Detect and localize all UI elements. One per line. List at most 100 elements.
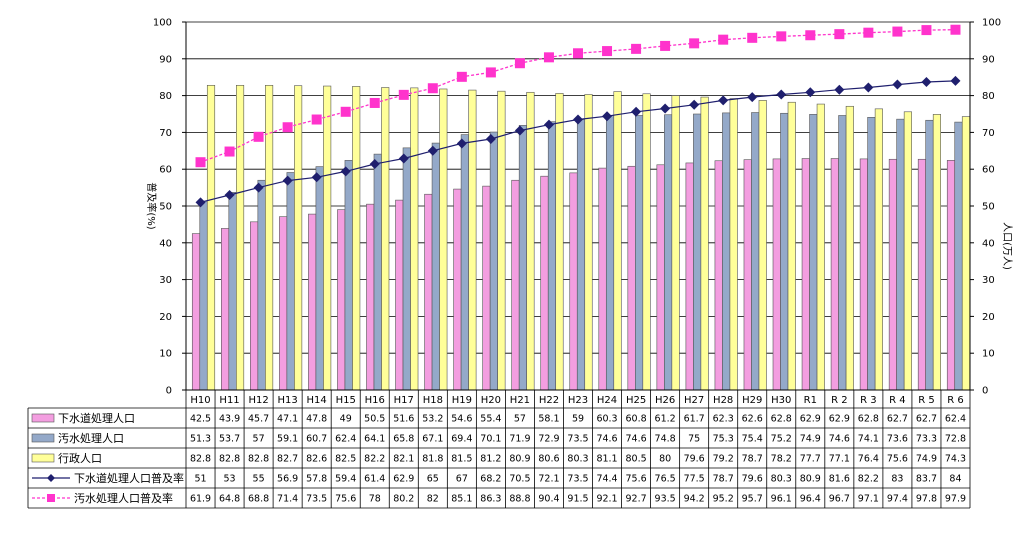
data-label: 68.8 bbox=[248, 494, 269, 505]
data-label: 64.1 bbox=[364, 434, 385, 445]
point-square-marker bbox=[543, 52, 554, 63]
line-series bbox=[195, 24, 961, 208]
point-square-marker bbox=[456, 71, 467, 82]
data-label: 74.8 bbox=[655, 434, 676, 445]
category-label: H22 bbox=[539, 395, 559, 406]
data-label: 82 bbox=[427, 494, 439, 505]
category-label: H23 bbox=[568, 395, 588, 406]
legend-key-marker bbox=[47, 494, 55, 502]
bar-1 bbox=[395, 199, 404, 391]
data-label: 77.5 bbox=[684, 474, 705, 485]
data-label: 65.8 bbox=[393, 434, 414, 445]
data-label: 71.4 bbox=[277, 494, 298, 505]
data-label: 74.9 bbox=[916, 454, 937, 465]
data-label: 75.6 bbox=[625, 474, 646, 485]
category-label: H24 bbox=[597, 395, 617, 406]
bar-1 bbox=[830, 158, 839, 391]
category-label: R 6 bbox=[947, 395, 964, 406]
data-label: 74.6 bbox=[829, 434, 850, 445]
y-tick-label-right: 80 bbox=[982, 91, 995, 102]
data-label: 59.4 bbox=[335, 474, 356, 485]
data-label: 62.4 bbox=[335, 434, 356, 445]
data-label: 62.6 bbox=[742, 414, 763, 425]
data-label: 81.5 bbox=[451, 454, 472, 465]
data-label: 62.7 bbox=[916, 414, 937, 425]
category-label: H10 bbox=[190, 395, 210, 406]
bar-3 bbox=[932, 114, 941, 391]
point-square-marker bbox=[892, 26, 903, 37]
point-diamond-marker bbox=[195, 197, 206, 208]
category-label: H12 bbox=[248, 395, 268, 406]
bar-3 bbox=[206, 84, 216, 391]
point-square-marker bbox=[863, 27, 874, 38]
data-label: 71.9 bbox=[509, 434, 530, 445]
y-tick-label-right: 70 bbox=[982, 128, 995, 139]
data-label: 80.9 bbox=[800, 474, 821, 485]
bar-2 bbox=[402, 147, 411, 391]
data-label: 97.1 bbox=[858, 494, 879, 505]
data-label: 61.2 bbox=[655, 414, 676, 425]
bar-2 bbox=[925, 119, 934, 391]
point-diamond-marker bbox=[282, 175, 293, 186]
y-tick-label-right: 0 bbox=[982, 386, 988, 397]
legend-key-marker bbox=[47, 474, 55, 482]
point-diamond-marker bbox=[631, 106, 642, 117]
point-diamond-marker bbox=[805, 87, 816, 98]
data-label: 56.9 bbox=[277, 474, 298, 485]
bar-3 bbox=[642, 93, 651, 391]
data-label: 76.5 bbox=[655, 474, 676, 485]
point-diamond-marker bbox=[602, 111, 613, 122]
data-label: 62.8 bbox=[771, 414, 792, 425]
bar-2 bbox=[751, 112, 760, 391]
point-diamond-marker bbox=[863, 82, 874, 93]
point-diamond-marker bbox=[834, 84, 845, 95]
y-tick-label-left: 90 bbox=[159, 54, 172, 65]
bar-1 bbox=[888, 158, 897, 391]
category-label: H21 bbox=[510, 395, 530, 406]
bar-1 bbox=[279, 216, 288, 391]
point-diamond-marker bbox=[689, 99, 700, 110]
point-square-marker bbox=[631, 43, 642, 54]
category-label: H29 bbox=[742, 395, 762, 406]
data-label: 43.9 bbox=[219, 414, 240, 425]
data-label: 62.7 bbox=[887, 414, 908, 425]
line-series-2 bbox=[200, 29, 956, 163]
data-label: 95.2 bbox=[713, 494, 734, 505]
data-label: 72.9 bbox=[538, 434, 559, 445]
data-label: 51.6 bbox=[393, 414, 414, 425]
y-tick-label-left: 40 bbox=[159, 238, 172, 249]
data-label: 62.3 bbox=[713, 414, 734, 425]
bar-3 bbox=[352, 86, 361, 391]
category-label: H26 bbox=[655, 395, 675, 406]
y-tick-label-right: 60 bbox=[982, 165, 995, 176]
bar-3 bbox=[700, 96, 709, 391]
bar-2 bbox=[722, 112, 731, 391]
data-label: 78.2 bbox=[771, 454, 792, 465]
bar-2 bbox=[199, 200, 208, 391]
y-tick-label-right: 30 bbox=[982, 275, 995, 286]
bar-2 bbox=[838, 115, 847, 391]
data-label: 60.3 bbox=[596, 414, 617, 425]
point-diamond-marker bbox=[776, 89, 787, 100]
legend-label-3: 行政人口 bbox=[58, 451, 102, 465]
data-label: 75.3 bbox=[713, 434, 734, 445]
bar-2 bbox=[518, 125, 527, 391]
data-label: 49 bbox=[340, 414, 352, 425]
data-label: 47.1 bbox=[277, 414, 298, 425]
data-label: 58.1 bbox=[538, 414, 559, 425]
data-label: 81.2 bbox=[480, 454, 501, 465]
point-diamond-marker bbox=[224, 189, 235, 200]
data-label: 68.2 bbox=[480, 474, 501, 485]
category-label: H18 bbox=[423, 395, 443, 406]
category-label: H25 bbox=[626, 395, 646, 406]
y-tick-label-left: 30 bbox=[159, 275, 172, 286]
bar-2 bbox=[954, 121, 963, 391]
point-square-marker bbox=[253, 131, 264, 142]
y-axis-label-right: 人口(万人) bbox=[1001, 222, 1013, 270]
point-square-marker bbox=[398, 89, 409, 100]
legend-label-1: 下水道処理人口 bbox=[58, 411, 135, 425]
data-label: 83 bbox=[891, 474, 903, 485]
bar-1 bbox=[453, 188, 462, 391]
data-label: 78.7 bbox=[713, 474, 734, 485]
